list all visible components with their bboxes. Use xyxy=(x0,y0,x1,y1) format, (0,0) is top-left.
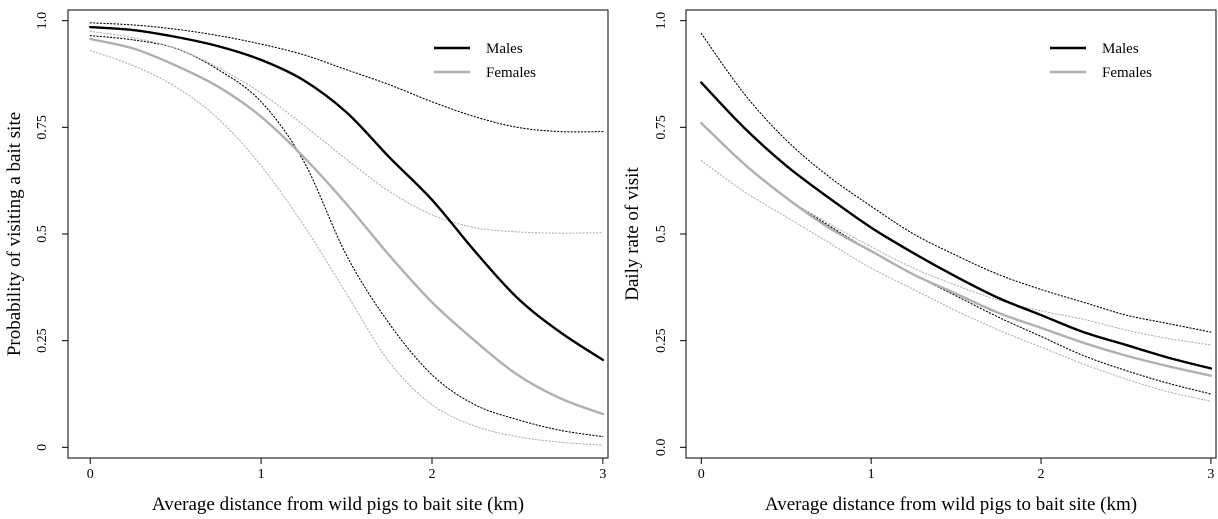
y-tick-label: 1.0 xyxy=(35,12,50,30)
y-tick-label: 0.5 xyxy=(654,225,669,243)
x-tick-label: 1 xyxy=(868,467,875,482)
x-tick-label: 2 xyxy=(1038,467,1045,482)
series-line-females xyxy=(89,37,605,416)
x-tick-label: 2 xyxy=(428,467,435,482)
y-tick-label: 0.5 xyxy=(35,225,50,243)
series-line-females-lower-bound xyxy=(700,160,1212,402)
y-tick-label: 1.0 xyxy=(654,12,669,30)
series-line-males xyxy=(89,25,605,362)
y-tick-label: 0.75 xyxy=(35,115,50,140)
x-tick-label: 3 xyxy=(599,467,606,482)
series-line-females-lower-bound xyxy=(89,49,604,446)
series-line-females xyxy=(700,121,1213,377)
x-tick-label: 3 xyxy=(1207,467,1214,482)
x-axis-title: Average distance from wild pigs to bait … xyxy=(765,494,1137,515)
y-tick-label: 0.25 xyxy=(654,328,669,353)
series-line-males-upper-bound xyxy=(700,32,1212,333)
y-axis-title: Daily rate of visit xyxy=(622,167,643,301)
x-tick-label: 1 xyxy=(258,467,265,482)
y-axis-title: Probability of visiting a bait site xyxy=(4,112,25,356)
x-tick-label: 0 xyxy=(698,467,705,482)
x-tick-label: 0 xyxy=(87,467,94,482)
y-tick-label: 0.0 xyxy=(654,439,669,457)
chart-panel-left: 0 1 2 3 0 0.25 0.5 0.75 1.0 Average distance from… xyxy=(4,9,609,515)
series-line-males-lower-bound xyxy=(89,35,604,438)
y-tick-label: 0.25 xyxy=(35,328,50,353)
x-axis-title: Average distance from wild pigs to bait … xyxy=(152,494,524,515)
series-line-males-upper-bound xyxy=(89,22,604,133)
legend-label-females: Females xyxy=(1102,65,1152,81)
y-tick-label: 0 xyxy=(35,444,50,451)
y-tick-label: 0.75 xyxy=(654,115,669,140)
legend-label-males: Males xyxy=(1102,41,1139,57)
series-line-males xyxy=(700,81,1213,370)
chart-panel-right: 0 1 2 3 0.0 0.25 0.5 0.75 1.0 Average distance fr… xyxy=(622,9,1217,515)
legend-label-females: Females xyxy=(486,65,536,81)
series-line-males-lower-bound xyxy=(700,122,1212,395)
series-line-females-upper-bound xyxy=(89,30,604,234)
legend-label-males: Males xyxy=(486,41,523,57)
series-line-females-upper-bound xyxy=(700,122,1212,346)
